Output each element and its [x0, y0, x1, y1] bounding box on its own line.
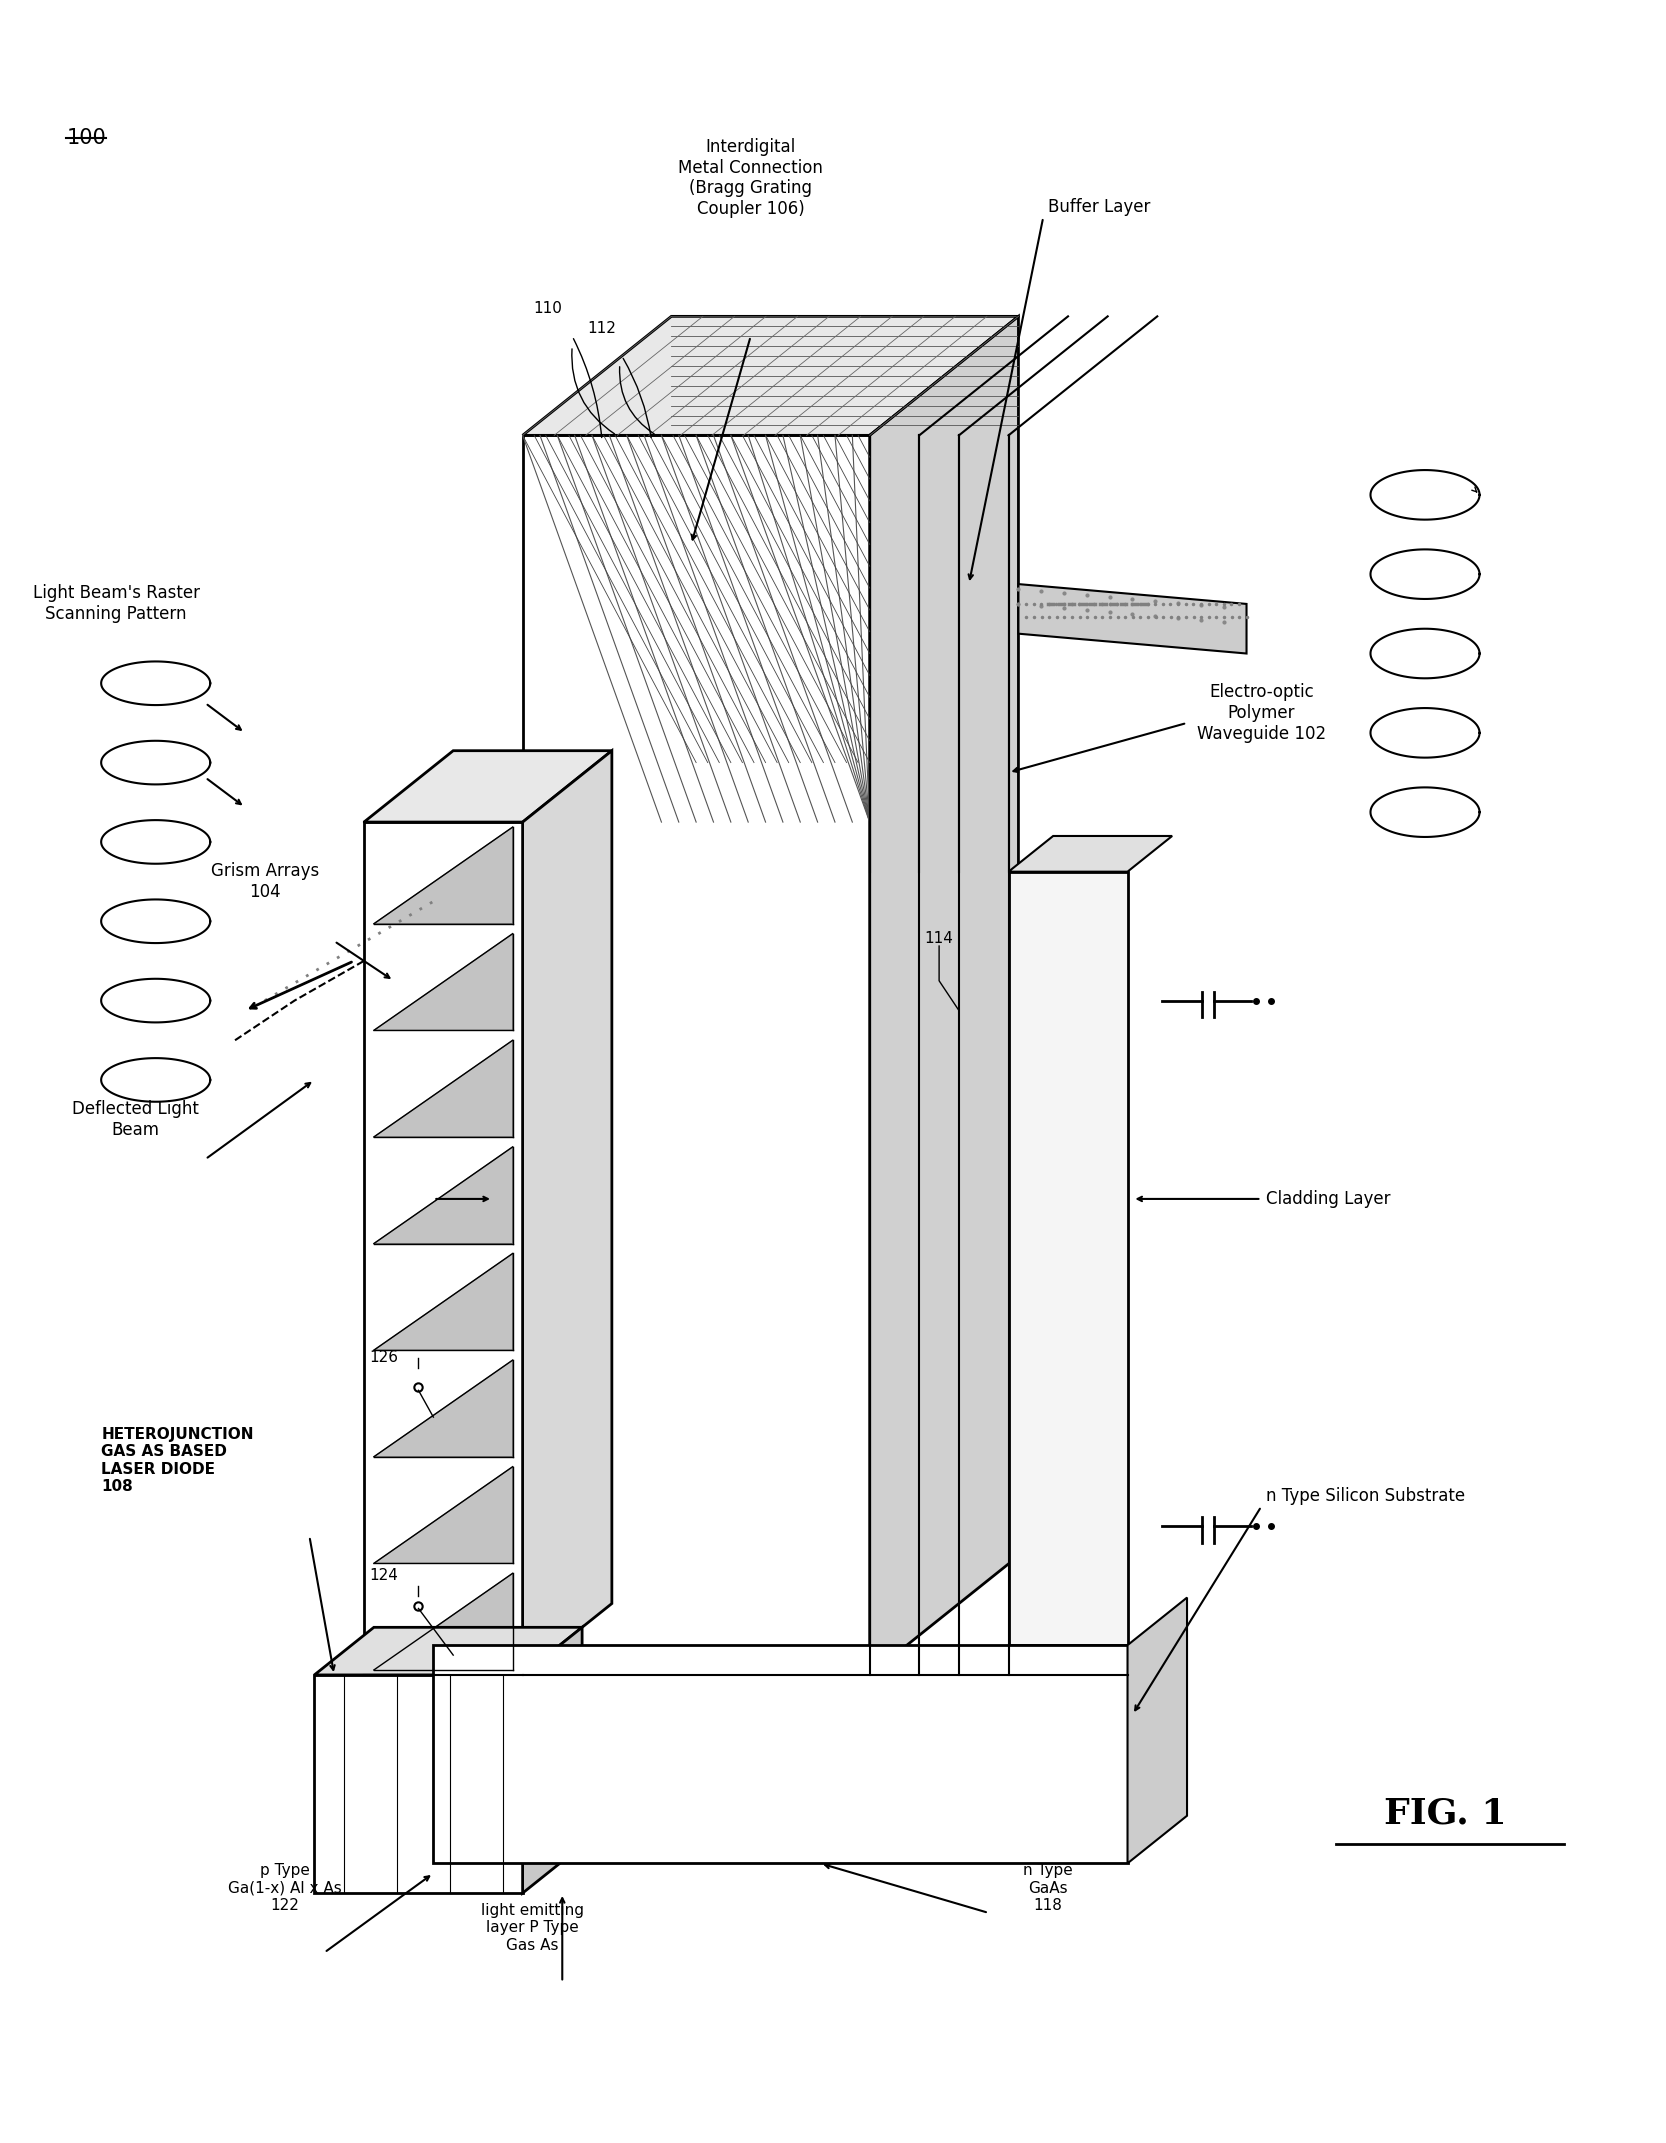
Text: 126: 126 — [370, 1350, 398, 1365]
Text: n Type Silicon Substrate: n Type Silicon Substrate — [1266, 1487, 1466, 1504]
Text: p Type
Ga(1-x) Al x As
122: p Type Ga(1-x) Al x As 122 — [228, 1864, 342, 1914]
Polygon shape — [373, 1254, 513, 1350]
Polygon shape — [373, 827, 513, 924]
Polygon shape — [1128, 1597, 1186, 1864]
Text: 124: 124 — [370, 1569, 398, 1584]
Text: light emitting
layer P Type
Gas As: light emitting layer P Type Gas As — [481, 1903, 585, 1952]
Text: HETEROJUNCTION
GAS AS BASED
LASER DIODE
108: HETEROJUNCTION GAS AS BASED LASER DIODE … — [102, 1427, 253, 1494]
Polygon shape — [373, 1466, 513, 1564]
Polygon shape — [373, 1573, 513, 1669]
Text: 112: 112 — [588, 321, 616, 336]
Polygon shape — [363, 750, 611, 823]
Text: Deflected Light
Beam: Deflected Light Beam — [72, 1099, 200, 1138]
Polygon shape — [373, 934, 513, 1031]
Text: 100: 100 — [67, 129, 107, 148]
Polygon shape — [870, 317, 1018, 1676]
Text: Interdigital
Metal Connection
(Bragg Grating
Coupler 106): Interdigital Metal Connection (Bragg Gra… — [678, 137, 823, 219]
Text: Buffer Layer: Buffer Layer — [1048, 199, 1151, 216]
Polygon shape — [373, 1147, 513, 1243]
Text: n Type
GaAs
118: n Type GaAs 118 — [1023, 1864, 1073, 1914]
Polygon shape — [523, 1627, 581, 1892]
Text: Light Beam's Raster
Scanning Pattern: Light Beam's Raster Scanning Pattern — [33, 585, 200, 624]
Text: 114: 114 — [925, 932, 953, 947]
Polygon shape — [1008, 836, 1173, 872]
Text: 110: 110 — [533, 302, 561, 317]
Polygon shape — [523, 750, 611, 1676]
Polygon shape — [373, 1039, 513, 1138]
Bar — [523, 435, 870, 1676]
Text: Cladding Layer: Cladding Layer — [1266, 1189, 1391, 1209]
Text: Electro-optic
Polymer
Waveguide 102: Electro-optic Polymer Waveguide 102 — [1196, 684, 1326, 744]
Bar — [315, 1676, 523, 1892]
Bar — [363, 823, 523, 1676]
Polygon shape — [1018, 585, 1246, 654]
Polygon shape — [523, 317, 1018, 435]
Text: Grism Arrays
104: Grism Arrays 104 — [210, 861, 318, 900]
Polygon shape — [315, 1627, 581, 1676]
Text: FIG. 1: FIG. 1 — [1383, 1796, 1506, 1830]
Bar — [433, 1646, 1128, 1864]
Bar — [1008, 872, 1128, 1646]
Polygon shape — [373, 1361, 513, 1457]
